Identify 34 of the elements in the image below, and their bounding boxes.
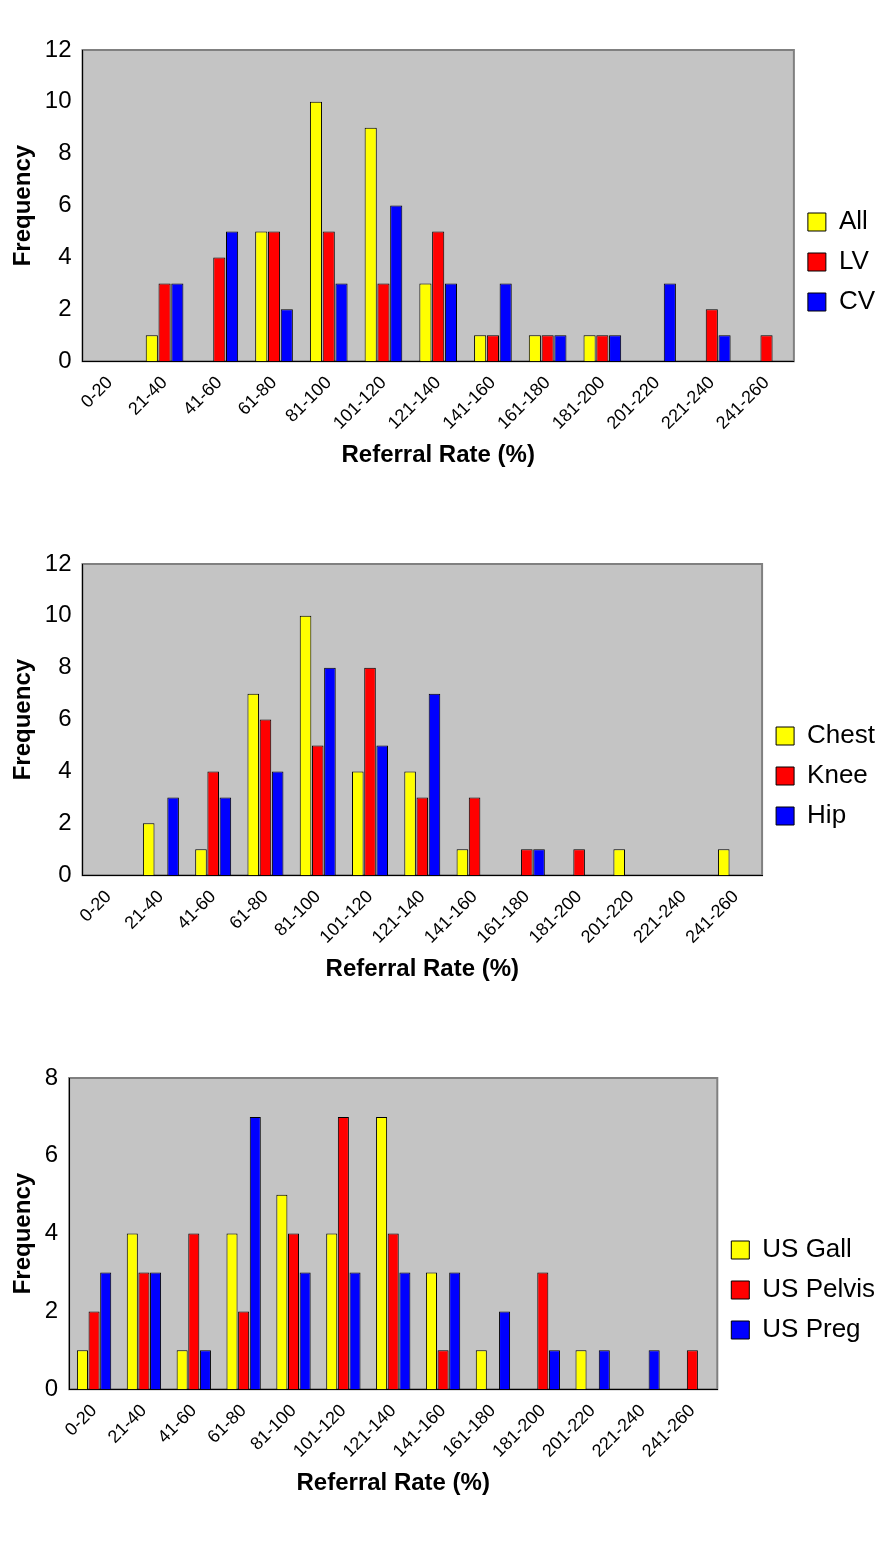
x-axis-title: Referral Rate (%) (325, 954, 519, 982)
y-tick-label: 2 (58, 293, 72, 321)
legend-label: CV (838, 285, 876, 316)
y-tick-label: 2 (44, 1296, 59, 1324)
x-axis-title: Referral Rate (%) (341, 440, 535, 468)
legend-label: All (838, 205, 868, 236)
y-axis-title: Frequency (8, 144, 36, 267)
y-tick-label: 0 (58, 859, 72, 887)
y-tick-label: 4 (58, 756, 72, 784)
legend-label: LV (838, 245, 870, 276)
legend-label: Hip (807, 799, 847, 830)
y-tick-label: 4 (58, 242, 72, 270)
y-tick-label: 2 (58, 807, 72, 835)
legend-label: Chest (807, 719, 876, 750)
x-axis-title: Referral Rate (%) (296, 1468, 490, 1496)
y-tick-label: 8 (58, 652, 72, 680)
y-tick-label: 6 (58, 704, 72, 732)
y-tick-label: 8 (44, 1062, 59, 1090)
y-tick-label: 10 (44, 600, 72, 628)
y-tick-label: 12 (44, 34, 72, 62)
y-tick-label: 10 (44, 86, 72, 114)
y-tick-label: 6 (44, 1140, 59, 1168)
legend-label: US Preg (762, 1313, 861, 1344)
legend-label: US Gall (762, 1233, 852, 1264)
y-tick-label: 0 (44, 1373, 59, 1401)
legend-label: Knee (807, 759, 868, 790)
y-tick-label: 8 (58, 138, 72, 166)
y-axis-title: Frequency (8, 658, 36, 781)
y-tick-label: 4 (44, 1218, 59, 1246)
y-axis-title: Frequency (8, 1172, 36, 1295)
legend-label: US Pelvis (762, 1273, 876, 1304)
y-tick-label: 6 (58, 190, 72, 218)
y-tick-label: 0 (58, 345, 72, 373)
y-tick-label: 12 (44, 548, 72, 576)
